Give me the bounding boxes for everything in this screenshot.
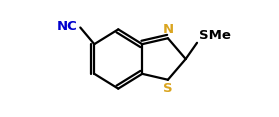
- Text: N: N: [162, 23, 174, 36]
- Text: NC: NC: [57, 20, 77, 33]
- Text: S: S: [163, 82, 173, 95]
- Text: SMe: SMe: [199, 29, 231, 42]
